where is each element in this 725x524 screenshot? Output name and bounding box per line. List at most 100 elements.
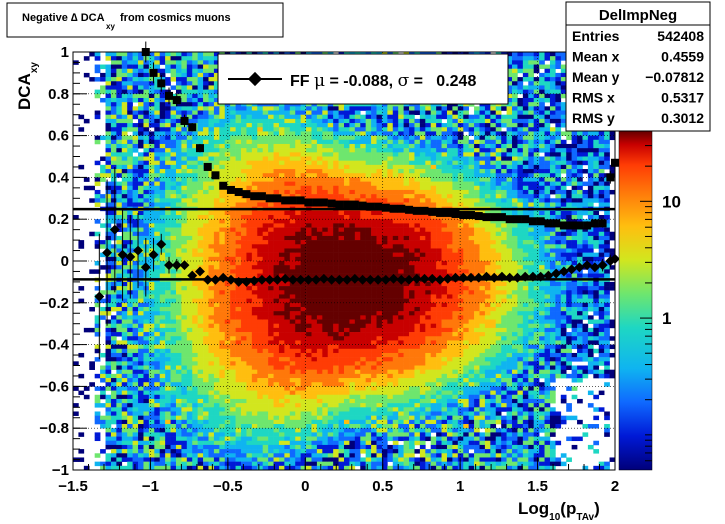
heatmap-cell bbox=[224, 444, 231, 450]
heatmap-cell bbox=[186, 382, 193, 387]
heatmap-cell bbox=[316, 114, 323, 120]
heatmap-cell bbox=[344, 382, 350, 387]
heatmap-cell bbox=[148, 143, 155, 149]
heatmap-cell bbox=[365, 352, 372, 358]
heatmap-cell bbox=[181, 465, 188, 471]
heatmap-cell bbox=[349, 344, 356, 350]
heatmap-cell bbox=[338, 265, 345, 270]
heatmap-cell bbox=[360, 127, 366, 132]
heatmap-cell bbox=[278, 189, 285, 195]
heatmap-cell bbox=[230, 110, 236, 115]
heatmap-cell bbox=[132, 273, 139, 279]
heatmap-cell bbox=[159, 127, 166, 132]
heatmap-cell bbox=[311, 424, 318, 429]
heatmap-cell bbox=[208, 148, 215, 153]
heatmap-cell bbox=[105, 127, 112, 132]
heatmap-cell bbox=[354, 323, 361, 329]
heatmap-cell bbox=[251, 131, 258, 136]
heatmap-cell bbox=[235, 432, 242, 437]
heatmap-cell bbox=[121, 386, 128, 391]
heatmap-cell bbox=[365, 173, 372, 178]
heatmap-cell bbox=[344, 231, 350, 237]
heatmap-cell bbox=[154, 139, 161, 145]
heatmap-cell bbox=[289, 327, 296, 333]
heatmap-cell bbox=[322, 424, 329, 429]
heatmap-cell bbox=[300, 210, 307, 216]
heatmap-cell bbox=[311, 302, 318, 308]
heatmap-cell bbox=[116, 444, 123, 450]
heatmap-cell bbox=[284, 290, 291, 295]
heatmap-cell bbox=[186, 373, 193, 379]
heatmap-cell bbox=[235, 294, 242, 299]
heatmap-cell bbox=[333, 252, 339, 258]
heatmap-cell bbox=[181, 127, 188, 132]
heatmap-cell bbox=[224, 143, 231, 149]
heatmap-cell bbox=[197, 164, 204, 170]
heatmap-cell bbox=[262, 419, 269, 425]
heatmap-cell bbox=[349, 123, 356, 128]
heatmap-cell bbox=[300, 185, 307, 191]
heatmap-cell bbox=[365, 361, 372, 366]
heatmap-cell bbox=[100, 306, 106, 312]
heatmap-cell bbox=[327, 419, 334, 425]
heatmap-cell bbox=[354, 390, 361, 396]
heatmap-cell bbox=[175, 436, 182, 442]
heatmap-cell bbox=[116, 110, 123, 115]
heatmap-cell bbox=[311, 269, 318, 274]
heatmap-cell bbox=[143, 281, 150, 287]
heatmap-cell bbox=[230, 139, 236, 145]
heatmap-cell bbox=[203, 244, 209, 249]
heatmap-cell bbox=[284, 344, 291, 350]
heatmap-cell bbox=[213, 152, 220, 157]
heatmap-cell bbox=[257, 173, 263, 178]
heatmap-cell bbox=[257, 306, 263, 312]
heatmap-cell bbox=[138, 123, 144, 128]
heatmap-cell bbox=[197, 302, 204, 308]
heatmap-cell bbox=[148, 332, 155, 337]
heatmap-cell bbox=[338, 118, 345, 124]
heatmap-cell bbox=[295, 361, 301, 366]
heatmap-cell bbox=[192, 403, 198, 408]
heatmap-cell bbox=[273, 244, 280, 249]
heatmap-cell bbox=[143, 81, 150, 86]
heatmap-cell bbox=[354, 244, 361, 249]
heatmap-cell bbox=[349, 143, 356, 149]
heatmap-cell bbox=[154, 240, 161, 245]
heatmap-cell bbox=[257, 227, 263, 233]
heatmap-cell bbox=[322, 139, 329, 145]
heatmap-cell bbox=[230, 181, 236, 187]
heatmap-cell bbox=[338, 198, 345, 203]
heatmap-cell bbox=[306, 185, 312, 191]
heatmap-cell bbox=[208, 453, 215, 458]
heatmap-cell bbox=[203, 64, 209, 70]
heatmap-cell bbox=[148, 185, 155, 191]
heatmap-cell bbox=[322, 131, 329, 136]
heatmap-cell bbox=[327, 332, 334, 337]
heatmap-cell bbox=[295, 235, 301, 241]
heatmap-cell bbox=[251, 173, 258, 178]
heatmap-cell bbox=[94, 231, 101, 237]
heatmap-cell bbox=[316, 252, 323, 258]
heatmap-cell bbox=[311, 148, 318, 153]
heatmap-cell bbox=[208, 424, 215, 429]
heatmap-cell bbox=[289, 181, 296, 187]
heatmap-cell bbox=[230, 440, 236, 446]
heatmap-cell bbox=[224, 123, 231, 128]
heatmap-cell bbox=[192, 302, 198, 308]
heatmap-cell bbox=[316, 327, 323, 333]
heatmap-cell bbox=[203, 407, 209, 412]
heatmap-cell bbox=[360, 152, 366, 157]
heatmap-cell bbox=[213, 319, 220, 324]
heatmap-cell bbox=[165, 340, 171, 345]
heatmap-cell bbox=[116, 202, 123, 207]
heatmap-cell bbox=[284, 382, 291, 387]
heatmap-cell bbox=[349, 131, 356, 136]
heatmap-cell bbox=[219, 231, 226, 237]
heatmap-cell bbox=[316, 323, 323, 329]
heatmap-cell bbox=[246, 403, 253, 408]
heatmap-cell bbox=[300, 160, 307, 166]
heatmap-cell bbox=[338, 152, 345, 157]
heatmap-cell bbox=[219, 160, 226, 166]
heatmap-cell bbox=[203, 97, 209, 103]
heatmap-cell bbox=[143, 378, 150, 383]
